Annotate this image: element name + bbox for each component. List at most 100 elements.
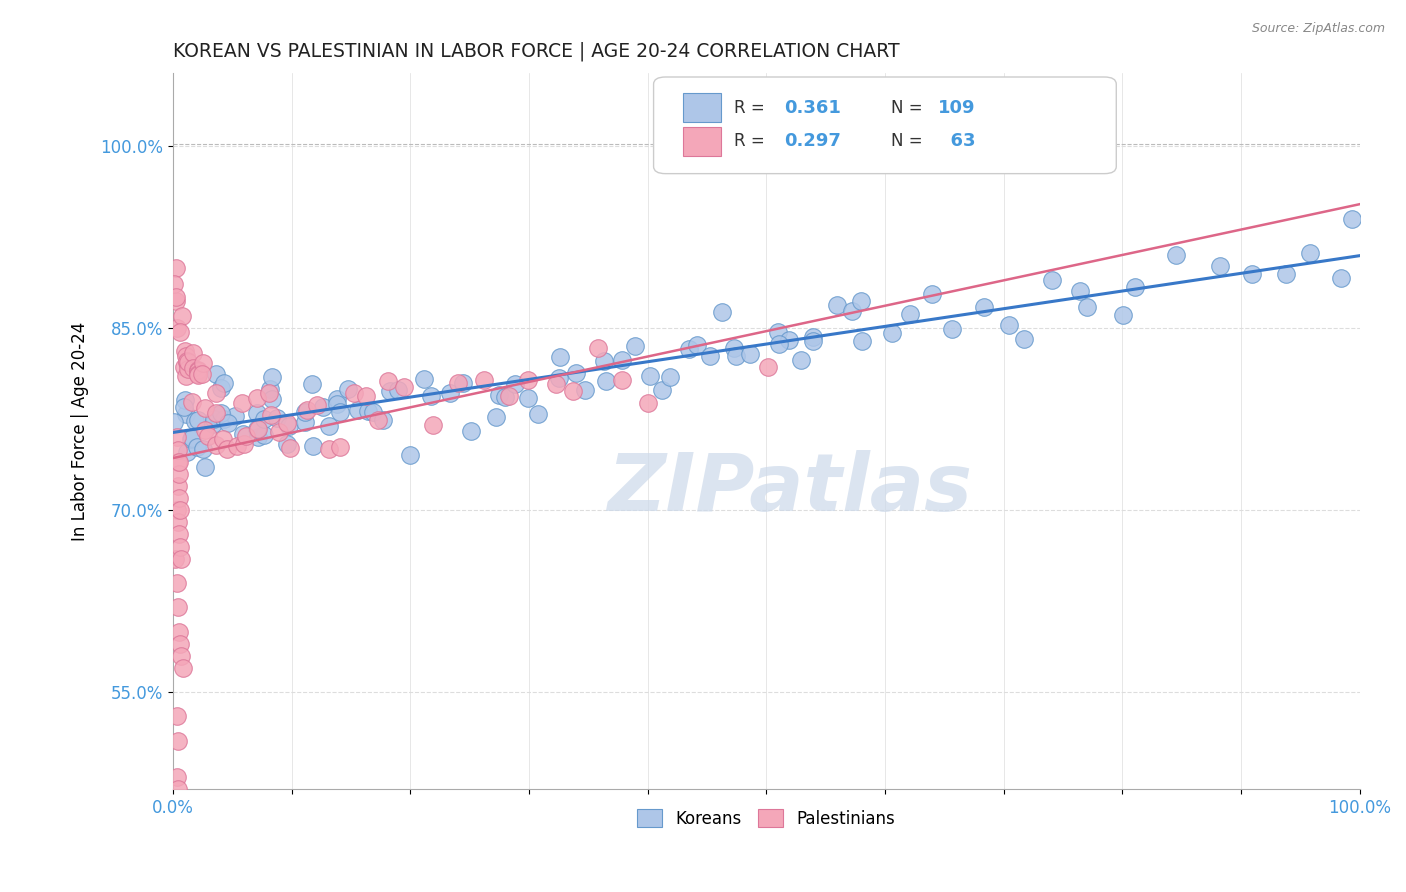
Point [177, 355, 200, 369]
Point [205, 406, 228, 420]
Point [166, 770, 188, 784]
Point [233, 437, 256, 451]
Point [565, 366, 588, 380]
Point [170, 309, 193, 323]
Point [169, 540, 191, 554]
Point [294, 405, 316, 419]
Point [217, 442, 239, 456]
Point [301, 376, 323, 391]
Point [266, 411, 288, 425]
Point [176, 444, 198, 458]
Point [1299, 246, 1322, 260]
Point [637, 396, 659, 410]
Point [235, 429, 257, 443]
Text: Source: ZipAtlas.com: Source: ZipAtlas.com [1251, 22, 1385, 36]
Point [488, 388, 510, 402]
Point [163, 415, 186, 429]
Point [173, 360, 195, 375]
Point [186, 440, 208, 454]
Point [165, 294, 187, 309]
Point [337, 382, 360, 396]
Point [180, 395, 202, 409]
Point [361, 405, 384, 419]
Point [699, 350, 721, 364]
Point [226, 439, 249, 453]
Text: 109: 109 [938, 99, 976, 117]
Point [841, 304, 863, 318]
Point [205, 368, 228, 382]
Point [998, 318, 1021, 332]
Point [485, 409, 508, 424]
Point [172, 661, 194, 675]
Point [277, 419, 299, 434]
Point [217, 417, 239, 431]
Point [212, 376, 235, 390]
Point [187, 363, 209, 377]
Point [472, 373, 495, 387]
Point [167, 467, 190, 481]
Text: R =: R = [734, 132, 770, 151]
FancyBboxPatch shape [654, 77, 1116, 174]
Point [197, 428, 219, 442]
Point [174, 407, 197, 421]
Point [318, 419, 340, 434]
Point [516, 391, 538, 405]
Point [367, 413, 389, 427]
Point [1040, 273, 1063, 287]
Point [165, 261, 187, 276]
Point [259, 382, 281, 396]
Point [419, 389, 441, 403]
Point [176, 355, 198, 369]
Point [257, 385, 280, 400]
Point [1209, 260, 1232, 274]
Point [328, 404, 350, 418]
Point [686, 338, 709, 352]
Point [176, 362, 198, 376]
Text: N =: N = [891, 132, 928, 151]
Point [801, 329, 824, 343]
Point [180, 432, 202, 446]
Point [166, 576, 188, 591]
Point [517, 373, 540, 387]
Point [347, 403, 370, 417]
Point [624, 339, 647, 353]
Point [170, 551, 193, 566]
Point [399, 448, 422, 462]
Text: ZIPatlas: ZIPatlas [607, 450, 973, 527]
Point [173, 400, 195, 414]
Point [262, 392, 284, 406]
Point [212, 411, 235, 425]
Point [422, 418, 444, 433]
Point [194, 423, 217, 437]
Point [297, 403, 319, 417]
Point [610, 372, 633, 386]
Point [756, 359, 779, 374]
Point [260, 370, 283, 384]
Point [318, 442, 340, 456]
Point [181, 346, 204, 360]
Point [377, 374, 399, 388]
Point [209, 381, 232, 395]
Point [723, 341, 745, 355]
Point [460, 424, 482, 438]
Point [169, 637, 191, 651]
Point [343, 386, 366, 401]
Point [247, 422, 270, 436]
Text: 0.361: 0.361 [785, 99, 841, 117]
Point [586, 341, 609, 355]
Point [176, 354, 198, 368]
Point [166, 321, 188, 335]
Point [941, 321, 963, 335]
Point [174, 369, 197, 384]
Text: 0.297: 0.297 [785, 132, 841, 151]
Point [194, 401, 217, 416]
Point [312, 400, 335, 414]
Point [202, 417, 225, 431]
Point [574, 383, 596, 397]
Point [202, 412, 225, 426]
Point [548, 370, 571, 384]
Point [173, 392, 195, 407]
Point [592, 353, 614, 368]
Point [174, 349, 197, 363]
Point [260, 408, 283, 422]
